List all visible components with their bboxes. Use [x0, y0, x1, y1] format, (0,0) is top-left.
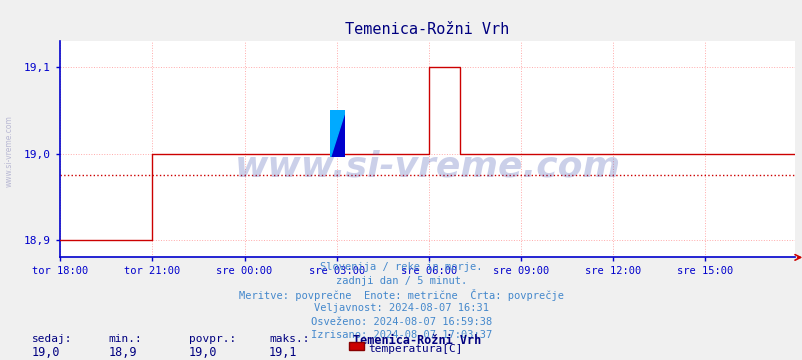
Text: Slovenija / reke in morje.: Slovenija / reke in morje. [320, 262, 482, 272]
Polygon shape [330, 110, 344, 157]
Text: www.si-vreme.com: www.si-vreme.com [5, 115, 14, 187]
Text: Meritve: povprečne  Enote: metrične  Črta: povprečje: Meritve: povprečne Enote: metrične Črta:… [239, 289, 563, 301]
Text: min.:: min.: [108, 334, 142, 344]
Text: maks.:: maks.: [269, 334, 309, 344]
Text: temperatura[C]: temperatura[C] [367, 344, 462, 354]
Text: Izrisano: 2024-08-07 17:03:37: Izrisano: 2024-08-07 17:03:37 [310, 330, 492, 341]
Polygon shape [330, 110, 344, 157]
Text: Osveženo: 2024-08-07 16:59:38: Osveženo: 2024-08-07 16:59:38 [310, 317, 492, 327]
Text: Veljavnost: 2024-08-07 16:31: Veljavnost: 2024-08-07 16:31 [314, 303, 488, 313]
Title: Temenica-Rožni Vrh: Temenica-Rožni Vrh [345, 22, 509, 37]
Text: Temenica-Rožni Vrh: Temenica-Rožni Vrh [353, 334, 481, 347]
Text: 19,0: 19,0 [32, 346, 60, 359]
Text: 18,9: 18,9 [108, 346, 136, 359]
Text: 19,1: 19,1 [269, 346, 297, 359]
Text: zadnji dan / 5 minut.: zadnji dan / 5 minut. [335, 276, 467, 286]
Text: www.si-vreme.com: www.si-vreme.com [234, 150, 620, 184]
Text: sedaj:: sedaj: [32, 334, 72, 344]
Text: povpr.:: povpr.: [188, 334, 236, 344]
Text: 19,0: 19,0 [188, 346, 217, 359]
